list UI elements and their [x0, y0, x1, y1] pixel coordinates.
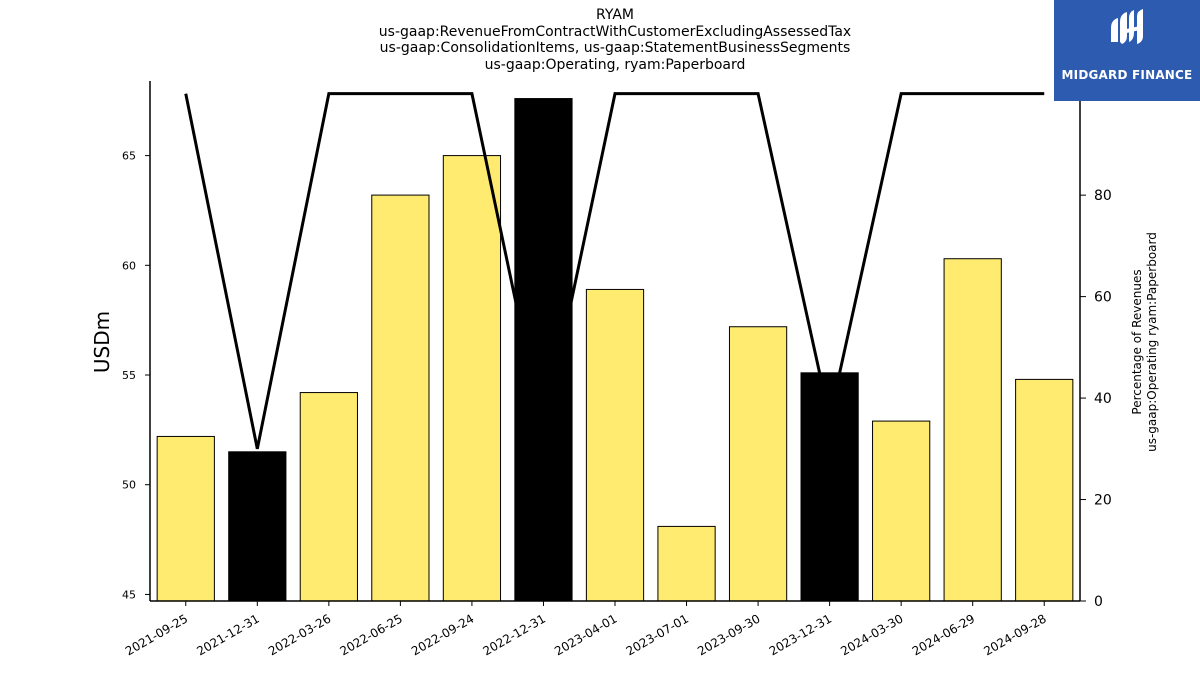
x-tick-label: 2021-09-25 — [123, 611, 190, 658]
x-tick-label: 2023-12-31 — [767, 611, 834, 658]
y2-tick-label: 80 — [1094, 188, 1112, 204]
midgard-finance-logo: MIDGARD FINANCE — [1054, 0, 1200, 101]
y-tick-label: 60 — [122, 259, 136, 272]
bar — [156, 435, 215, 602]
bar — [943, 258, 1002, 602]
bar — [442, 155, 502, 602]
chart-title-line: us-gaap:Operating, ryam:Paperboard — [484, 56, 746, 73]
x-tick-label: 2023-04-01 — [552, 611, 619, 658]
bars-layer — [156, 98, 1074, 602]
x-tick-label: 2022-09-24 — [409, 611, 476, 658]
x-tick-label: 2024-06-29 — [910, 611, 977, 658]
bar — [585, 288, 645, 602]
bar — [1015, 378, 1074, 602]
bar — [800, 372, 859, 602]
bar — [872, 420, 931, 602]
chart-title-line: RYAM — [596, 7, 634, 23]
y-tick-label: 45 — [122, 588, 136, 601]
y2-tick-label: 40 — [1094, 391, 1112, 407]
x-tick-label: 2023-09-30 — [695, 611, 762, 658]
logo-text: MIDGARD FINANCE — [1061, 68, 1193, 82]
y2-axis-label: Percentage of Revenues — [1130, 269, 1144, 414]
percentage-line — [184, 92, 1045, 450]
chart-title-line: us-gaap:RevenueFromContractWithCustomerE… — [378, 23, 852, 40]
y2-tick-label: 20 — [1094, 493, 1112, 509]
y2-tick-label: 0 — [1094, 594, 1103, 610]
y-tick-label: 65 — [122, 150, 136, 163]
chart-title-line: us-gaap:ConsolidationItems, us-gaap:Stat… — [379, 40, 851, 56]
x-tick-label: 2021-12-31 — [194, 611, 261, 658]
bar — [299, 392, 358, 602]
x-tick-label: 2022-03-26 — [266, 611, 333, 658]
y-tick-label: 50 — [122, 479, 136, 492]
x-tick-label: 2024-09-28 — [981, 611, 1048, 658]
y-axis-label: USDm — [90, 311, 114, 373]
bar — [228, 451, 287, 602]
bar — [728, 326, 788, 602]
y2-axis-label: us-gaap:Operating ryam:Paperboard — [1145, 232, 1159, 452]
bar — [514, 98, 573, 602]
y2-tick-label: 60 — [1094, 290, 1112, 306]
x-tick-label: 2023-07-01 — [624, 611, 691, 658]
chart-title: RYAM us-gaap:RevenueFromContractWithCust… — [150, 7, 1080, 73]
midgard-logo-icon — [1111, 9, 1143, 44]
line-layer — [184, 92, 1045, 450]
x-tick-label: 2022-12-31 — [481, 611, 548, 658]
y-tick-label: 55 — [122, 369, 136, 382]
bar — [657, 525, 716, 602]
x-tick-label: 2022-06-25 — [337, 611, 404, 658]
x-tick-label: 2024-03-30 — [838, 611, 905, 658]
bar — [371, 194, 430, 602]
